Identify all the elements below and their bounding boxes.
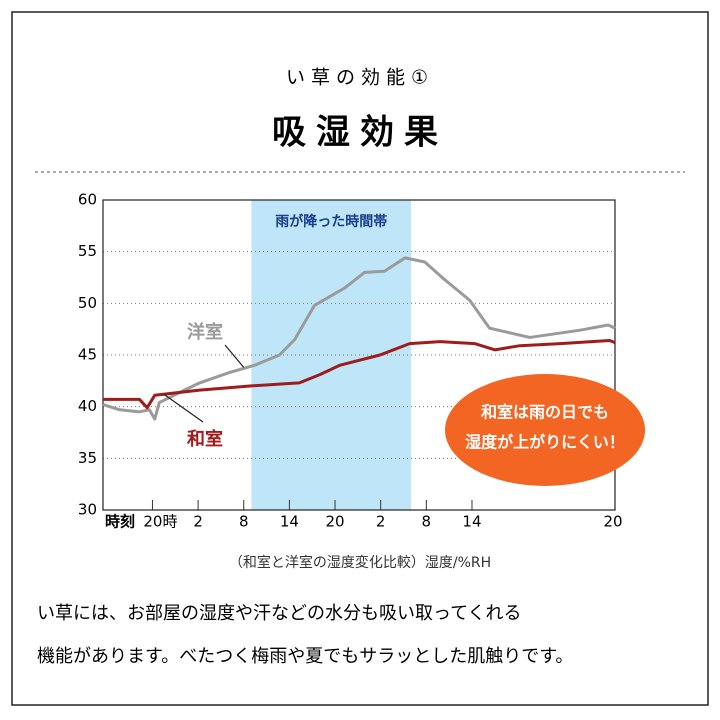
x-tick-label: 8	[422, 513, 432, 531]
subtitle: い草の効能①	[286, 67, 434, 89]
caption: （和室と洋室の湿度変化比較）湿度/%RH	[229, 554, 491, 571]
x-tick-label: 14	[280, 513, 299, 531]
x-tick-label: 2	[376, 513, 386, 531]
callout-bubble	[445, 374, 645, 486]
series-label: 和室	[187, 428, 223, 450]
plot-border	[102, 199, 616, 511]
leader-line	[224, 344, 245, 368]
series-line	[103, 339, 616, 410]
callout-text: 湿度が上がりにくい！	[464, 433, 625, 452]
series-line	[102, 256, 616, 421]
title: 吸湿効果	[272, 113, 448, 153]
frame	[11, 11, 709, 706]
y-tick-label: 35	[78, 449, 97, 467]
body-line: い草には、お部屋の湿度や汗などの水分も吸い取ってくれる	[37, 603, 522, 624]
x-tick-label: 14	[462, 513, 481, 531]
x-axis-label: 時刻	[105, 513, 135, 531]
x-tick-label: 2	[193, 513, 203, 531]
y-tick-label: 60	[78, 191, 97, 209]
y-tick-label: 50	[78, 294, 97, 312]
x-tick-label: 20	[325, 513, 344, 531]
y-tick-label: 40	[78, 397, 97, 415]
y-tick-label: 45	[78, 346, 97, 364]
leader-line	[163, 393, 204, 423]
x-tick-label: 20時	[143, 513, 177, 531]
x-tick-label: 8	[239, 513, 249, 531]
y-tick-label: 55	[78, 242, 97, 260]
body-line: 機能があります。べたつく梅雨や夏でもサラッとした肌触りです。	[37, 646, 573, 667]
callout-text: 和室は雨の日でも	[481, 403, 609, 422]
band-label: 雨が降った時間帯	[275, 213, 387, 230]
series-label: 洋室	[187, 321, 223, 343]
x-tick-label: 20	[603, 513, 622, 531]
y-tick-label: 30	[78, 501, 97, 519]
